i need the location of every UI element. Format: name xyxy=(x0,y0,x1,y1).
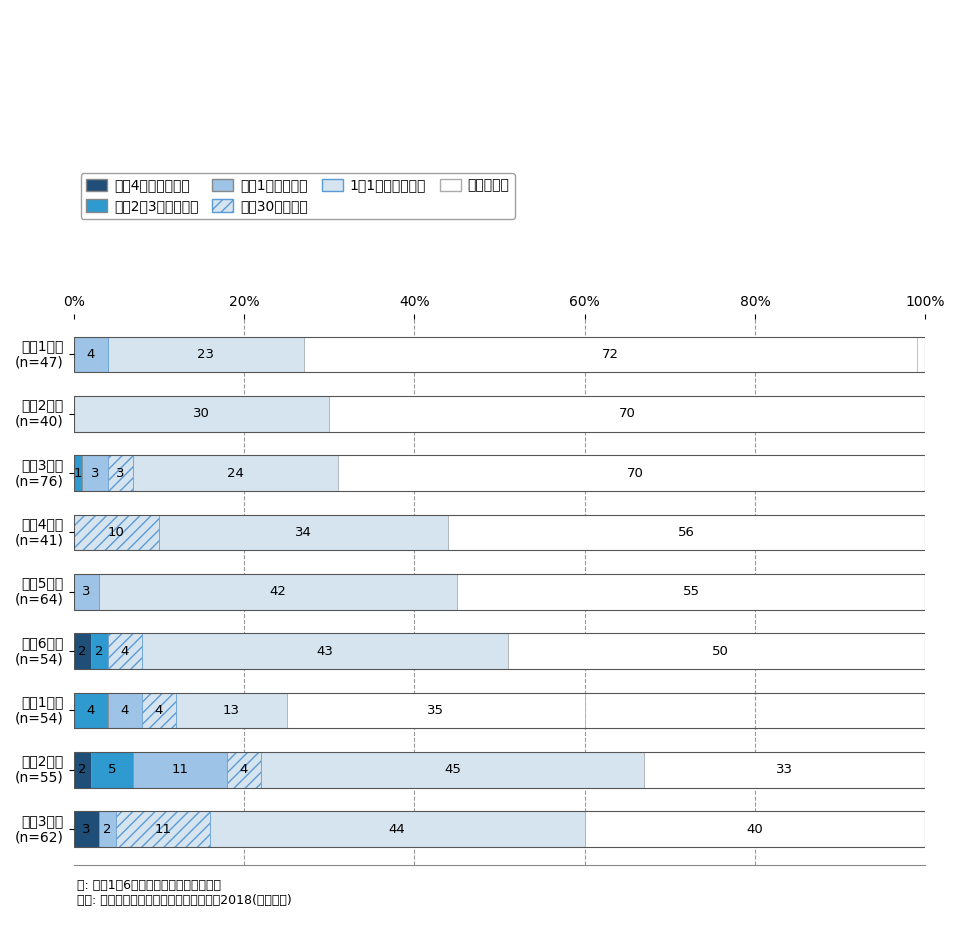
Bar xyxy=(74,693,108,728)
Text: 4: 4 xyxy=(240,763,248,776)
Bar xyxy=(108,633,142,669)
Bar xyxy=(585,811,925,847)
Bar xyxy=(210,811,585,847)
Text: 70: 70 xyxy=(627,467,644,480)
Bar xyxy=(142,693,176,728)
Bar xyxy=(108,337,303,372)
Text: 4: 4 xyxy=(155,704,163,717)
Bar xyxy=(74,574,99,609)
Bar xyxy=(74,515,925,550)
Bar xyxy=(133,752,227,788)
Text: 44: 44 xyxy=(389,822,406,835)
Text: 56: 56 xyxy=(679,526,695,539)
Text: 注: 関東1都6県在住の小中学生が回答。
出所: 子どものケータイ利用に関する調査2018(訪問留置): 注: 関東1都6県在住の小中学生が回答。 出所: 子どものケータイ利用に関する調… xyxy=(77,880,292,907)
Bar xyxy=(158,515,448,550)
Text: 4: 4 xyxy=(86,704,95,717)
Bar xyxy=(74,811,99,847)
Bar xyxy=(508,633,934,669)
Bar xyxy=(338,456,934,491)
Bar xyxy=(108,693,142,728)
Bar xyxy=(74,752,90,788)
Text: 2: 2 xyxy=(78,763,86,776)
Text: 3: 3 xyxy=(90,467,99,480)
Bar xyxy=(457,574,925,609)
Bar xyxy=(74,574,925,609)
Bar xyxy=(644,752,925,788)
Text: 11: 11 xyxy=(155,822,172,835)
Text: 11: 11 xyxy=(172,763,188,776)
Bar xyxy=(74,633,90,669)
Text: 42: 42 xyxy=(270,585,286,598)
Bar xyxy=(74,456,83,491)
Text: 4: 4 xyxy=(86,348,95,361)
Text: 4: 4 xyxy=(121,704,129,717)
Text: 23: 23 xyxy=(197,348,214,361)
Bar xyxy=(329,396,925,432)
Text: 2: 2 xyxy=(95,644,104,657)
Bar xyxy=(74,752,925,788)
Text: 2: 2 xyxy=(104,822,112,835)
Text: 55: 55 xyxy=(683,585,700,598)
Bar xyxy=(74,515,158,550)
Bar xyxy=(74,396,925,432)
Text: 35: 35 xyxy=(427,704,444,717)
Bar xyxy=(133,456,338,491)
Text: 70: 70 xyxy=(619,407,636,420)
Bar xyxy=(286,693,585,728)
Bar xyxy=(142,633,508,669)
Bar xyxy=(116,811,210,847)
Bar xyxy=(90,752,133,788)
Bar xyxy=(74,456,925,491)
Text: 3: 3 xyxy=(116,467,125,480)
Bar xyxy=(176,693,286,728)
Bar xyxy=(99,811,116,847)
Text: 10: 10 xyxy=(108,526,125,539)
Legend: 毎日4時間より多い, 毎日2〜3時間くらい, 毎日1時間くらい, 毎日30分くらい, 1日1回より少ない, していない: 毎日4時間より多い, 毎日2〜3時間くらい, 毎日1時間くらい, 毎日30分くら… xyxy=(81,173,515,219)
Bar xyxy=(261,752,644,788)
Text: 4: 4 xyxy=(121,644,129,657)
Bar xyxy=(74,693,925,728)
Text: 34: 34 xyxy=(295,526,312,539)
Bar xyxy=(99,574,457,609)
Bar xyxy=(303,337,917,372)
Bar xyxy=(74,396,329,432)
Text: 2: 2 xyxy=(78,644,86,657)
Bar xyxy=(90,633,108,669)
Text: 30: 30 xyxy=(193,407,210,420)
Text: 5: 5 xyxy=(108,763,116,776)
Text: 24: 24 xyxy=(227,467,244,480)
Text: 43: 43 xyxy=(317,644,333,657)
Bar xyxy=(74,337,925,372)
Bar xyxy=(227,752,261,788)
Bar xyxy=(83,456,108,491)
Text: 40: 40 xyxy=(747,822,763,835)
Text: 3: 3 xyxy=(83,822,90,835)
Text: 72: 72 xyxy=(602,348,618,361)
Text: 1: 1 xyxy=(74,467,83,480)
Text: 50: 50 xyxy=(712,644,730,657)
Bar xyxy=(74,811,925,847)
Text: 13: 13 xyxy=(223,704,240,717)
Bar xyxy=(448,515,925,550)
Bar xyxy=(74,337,108,372)
Text: 45: 45 xyxy=(444,763,461,776)
Text: 3: 3 xyxy=(83,585,90,598)
Bar xyxy=(74,633,925,669)
Bar xyxy=(108,456,133,491)
Text: 33: 33 xyxy=(777,763,793,776)
